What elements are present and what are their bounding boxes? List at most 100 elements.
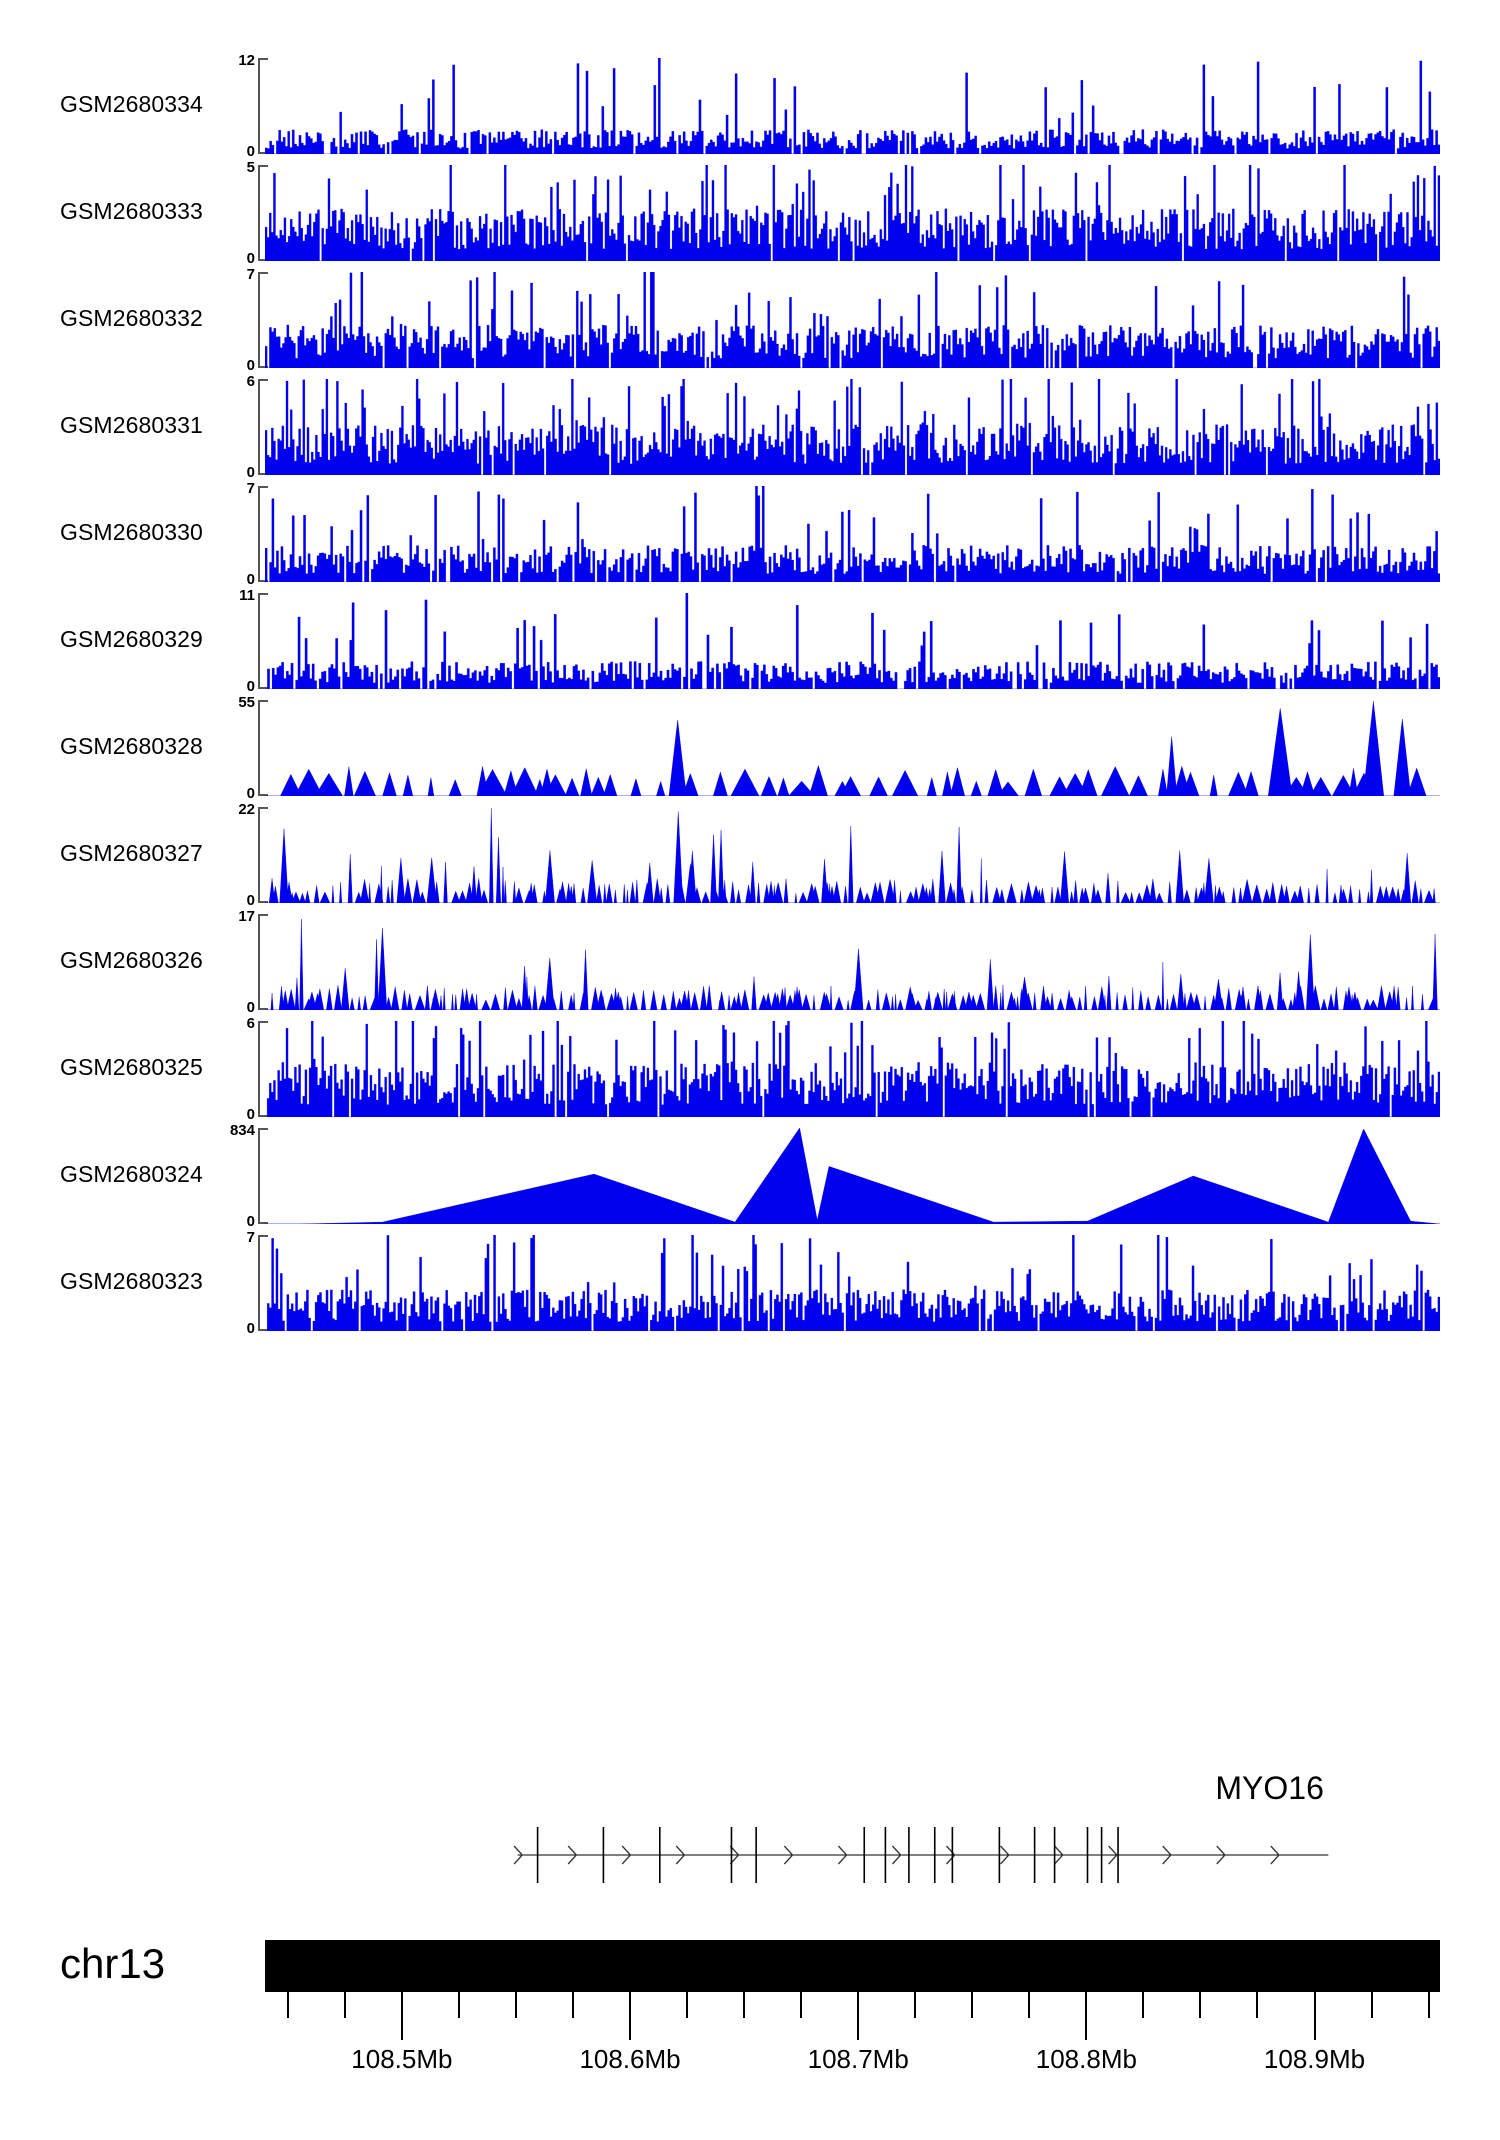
coverage-track[interactable]: GSM2680333 5 0	[0, 160, 1500, 266]
axis-tick-label: 108.6Mb	[579, 2044, 681, 2074]
y-axis-max-label: 11	[239, 587, 255, 604]
axis-minor-tick	[1142, 1992, 1145, 2018]
coverage-track[interactable]: GSM2680329 11 0	[0, 588, 1500, 694]
coverage-track[interactable]: GSM2680334 12 0	[0, 53, 1500, 159]
axis-minor-tick	[1427, 1992, 1430, 2018]
track-plot-area[interactable]	[265, 58, 1440, 154]
coverage-track[interactable]: GSM2680327 22 0	[0, 802, 1500, 908]
y-axis-max-label: 17	[238, 908, 255, 925]
coverage-track[interactable]: GSM2680330 7 0	[0, 481, 1500, 587]
coverage-area	[265, 486, 1440, 582]
coverage-track[interactable]: GSM2680323 7 0	[0, 1230, 1500, 1336]
gene-name-text: MYO16	[1215, 1770, 1324, 1806]
ideogram-bar[interactable]	[265, 1940, 1440, 1992]
coverage-track[interactable]: GSM2680325 6 0	[0, 1016, 1500, 1122]
axis-minor-tick	[971, 1992, 974, 2018]
axis-major-tick	[629, 1992, 632, 2040]
y-axis-min-label: 0	[246, 250, 255, 267]
axis-minor-tick	[1370, 1992, 1373, 2018]
strand-arrow-icon	[1109, 1846, 1117, 1864]
chromosome-label: chr13	[60, 1940, 166, 1987]
strand-arrow-icon	[1217, 1846, 1225, 1864]
y-axis-max-label: 7	[246, 1229, 255, 1246]
y-axis-max-label: 55	[238, 694, 255, 711]
y-axis-min-label: 0	[246, 892, 255, 909]
track-plot-area[interactable]	[265, 807, 1440, 903]
y-axis-min-label: 0	[246, 1213, 255, 1230]
axis-major-tick	[1313, 1992, 1316, 2040]
track-sample-label: GSM2680332	[60, 305, 203, 331]
gene-model-track[interactable]	[265, 1810, 1440, 1900]
axis-major-tick	[400, 1992, 403, 2040]
coordinate-axis: 108.5Mb 108.6Mb 108.7Mb 108.8Mb 108.9Mb	[265, 1992, 1440, 2132]
strand-arrow-icon	[1271, 1846, 1279, 1864]
track-plot-area[interactable]	[265, 1021, 1440, 1117]
track-plot-area[interactable]	[265, 379, 1440, 475]
track-plot-area[interactable]	[265, 165, 1440, 261]
y-axis-min-label: 0	[246, 785, 255, 802]
axis-minor-tick	[1028, 1992, 1031, 2018]
y-axis-max-label: 6	[246, 1015, 255, 1032]
coverage-area	[265, 593, 1440, 689]
axis-minor-tick	[686, 1992, 689, 2018]
axis-minor-tick	[572, 1992, 574, 2018]
track-plot-area[interactable]	[265, 914, 1440, 1010]
track-sample-label: GSM2680330	[60, 519, 203, 545]
y-axis-min-label: 0	[246, 999, 255, 1016]
coverage-track[interactable]: GSM2680332 7 0	[0, 267, 1500, 373]
gene-name-label: MYO16	[265, 1770, 1440, 1808]
coverage-track[interactable]: GSM2680326 17 0	[0, 909, 1500, 1015]
track-plot-area[interactable]	[265, 700, 1440, 796]
track-sample-label: GSM2680324	[60, 1161, 203, 1187]
track-plot-area[interactable]	[265, 272, 1440, 368]
axis-minor-tick	[743, 1992, 746, 2018]
strand-arrow-icon	[730, 1846, 738, 1864]
track-sample-label: GSM2680326	[60, 947, 203, 973]
axis-tick-label: 108.5Mb	[351, 2044, 453, 2074]
axis-minor-tick	[343, 1992, 346, 2018]
y-axis-max-label: 22	[238, 801, 255, 818]
track-plot-area[interactable]	[265, 486, 1440, 582]
strand-arrow-icon	[622, 1846, 630, 1864]
track-sample-label: GSM2680323	[60, 1268, 203, 1294]
coverage-area	[265, 272, 1440, 368]
track-sample-label: GSM2680334	[60, 91, 203, 117]
axis-minor-tick	[514, 1992, 517, 2018]
track-plot-area[interactable]	[265, 1128, 1440, 1224]
axis-tick-label: 108.8Mb	[1035, 2044, 1137, 2074]
axis-minor-tick	[457, 1992, 460, 2018]
strand-arrow-icon	[1001, 1846, 1009, 1864]
track-sample-label: GSM2680333	[60, 198, 203, 224]
y-axis-max-label: 12	[238, 52, 255, 69]
track-plot-area[interactable]	[265, 593, 1440, 689]
y-axis-min-label: 0	[246, 464, 255, 481]
y-axis-min-label: 0	[246, 678, 255, 695]
coverage-track[interactable]: GSM2680324 834 0	[0, 1123, 1500, 1229]
strand-arrow-icon	[1163, 1846, 1171, 1864]
strand-arrow-icon	[892, 1846, 900, 1864]
track-plot-area[interactable]	[265, 1235, 1440, 1331]
coverage-track[interactable]: GSM2680328 55 0	[0, 695, 1500, 801]
coverage-area	[265, 58, 1440, 154]
axis-minor-tick	[914, 1992, 917, 2018]
axis-minor-tick	[286, 1992, 289, 2018]
strand-arrow-icon	[568, 1846, 576, 1864]
track-sample-label: GSM2680325	[60, 1054, 203, 1080]
coverage-area	[265, 701, 1440, 796]
strand-arrow-icon	[838, 1846, 846, 1864]
y-axis-max-label: 6	[246, 373, 255, 390]
y-axis-max-label: 7	[246, 480, 255, 497]
coverage-area	[265, 1235, 1440, 1331]
axis-minor-tick	[1256, 1992, 1259, 2018]
axis-tick-label: 108.7Mb	[807, 2044, 909, 2074]
coverage-area	[265, 919, 1440, 1010]
y-axis-min-label: 0	[246, 1320, 255, 1337]
coverage-area	[265, 379, 1440, 475]
axis-major-tick	[857, 1992, 860, 2040]
coverage-track[interactable]: GSM2680331 6 0	[0, 374, 1500, 480]
y-axis-min-label: 0	[246, 357, 255, 374]
y-axis-max-label: 7	[246, 266, 255, 283]
y-axis-max-label: 5	[246, 159, 255, 176]
coverage-area	[265, 1021, 1440, 1117]
